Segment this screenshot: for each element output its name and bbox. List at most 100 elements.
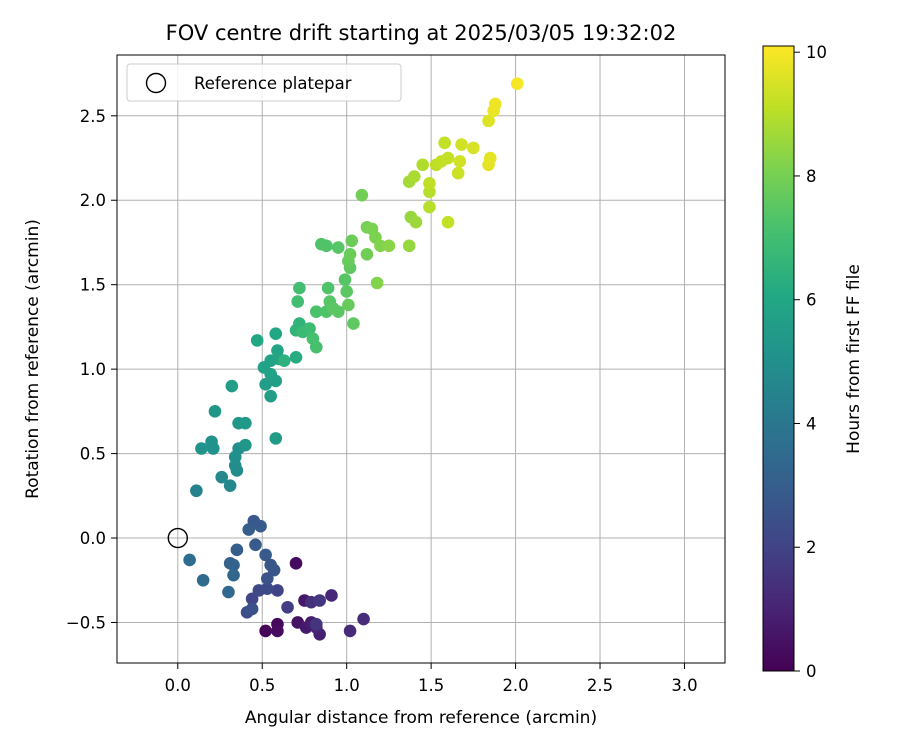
data-point <box>309 617 323 631</box>
data-point <box>451 166 465 180</box>
x-tick-label: 2.0 <box>502 676 528 695</box>
data-point <box>291 295 305 308</box>
data-point <box>455 138 468 151</box>
data-point <box>264 558 277 572</box>
data-point <box>331 305 345 319</box>
grid-lines <box>117 55 725 663</box>
data-point <box>360 247 374 261</box>
data-point <box>489 97 502 111</box>
data-point <box>289 557 303 570</box>
colorbar-ticks: 0 2 4 6 8 10 <box>794 43 827 681</box>
data-point <box>281 600 294 614</box>
data-point <box>269 327 283 340</box>
data-point <box>205 435 218 449</box>
data-point <box>223 557 237 570</box>
axis-ticks: 0.0 0.5 1.0 1.5 2.0 2.5 3.0 −0.5 0.0 0.5 1.0 1.5 2.0… <box>66 107 698 695</box>
data-point <box>259 378 272 391</box>
data-point <box>441 151 455 165</box>
data-point <box>409 215 423 229</box>
data-point <box>357 612 370 626</box>
data-point <box>483 151 497 165</box>
data-point <box>309 305 323 319</box>
data-point <box>223 479 237 492</box>
data-point <box>423 177 436 190</box>
data-point <box>293 281 306 295</box>
data-points <box>183 77 524 641</box>
data-point <box>309 340 323 354</box>
data-point <box>320 239 333 253</box>
data-point <box>195 442 208 455</box>
colorbar-tick-label: 10 <box>806 43 827 62</box>
data-point <box>423 200 436 214</box>
x-tick-label: 3.0 <box>671 676 697 695</box>
data-point <box>196 573 210 587</box>
data-point <box>482 114 495 128</box>
x-tick-label: 0.0 <box>165 676 191 695</box>
data-point <box>227 568 240 582</box>
legend-label: Reference platepar <box>194 74 352 93</box>
y-tick-label: 0.5 <box>80 445 106 464</box>
data-point <box>264 389 277 403</box>
data-point <box>271 584 284 597</box>
data-point <box>259 548 272 562</box>
data-point <box>402 239 416 253</box>
data-point <box>438 136 451 150</box>
y-tick-label: 2.5 <box>80 107 106 126</box>
data-point <box>325 589 338 602</box>
colorbar-label: Hours from first FF file <box>844 264 864 454</box>
data-point <box>277 354 291 367</box>
data-point <box>271 344 284 357</box>
data-point <box>453 155 467 168</box>
data-point <box>347 317 360 330</box>
y-tick-label: 2.0 <box>80 191 106 210</box>
data-point <box>230 543 244 557</box>
data-point <box>416 158 429 172</box>
data-point <box>190 484 203 498</box>
data-point <box>303 322 316 335</box>
x-tick-label: 1.0 <box>334 676 360 695</box>
colorbar-tick-label: 0 <box>806 662 817 681</box>
data-point <box>222 585 235 599</box>
y-tick-label: 0.0 <box>80 529 106 548</box>
data-point <box>239 438 252 452</box>
data-point <box>510 77 524 91</box>
colorbar-tick-label: 4 <box>806 414 817 433</box>
data-point <box>261 572 274 585</box>
x-tick-label: 2.5 <box>587 676 613 695</box>
plot-frame <box>116 54 726 664</box>
data-point <box>249 538 262 552</box>
data-point <box>245 602 259 616</box>
data-point <box>355 188 369 202</box>
data-point <box>338 273 352 286</box>
x-axis-label: Angular distance from reference (arcmin) <box>245 708 597 728</box>
y-tick-label: 1.0 <box>80 360 106 379</box>
data-point <box>343 247 357 261</box>
data-point <box>254 519 267 533</box>
data-point <box>208 405 222 418</box>
data-point <box>183 553 196 567</box>
data-point <box>225 379 239 393</box>
legend: Reference platepar <box>126 63 402 102</box>
data-point <box>261 582 274 595</box>
data-point <box>289 351 303 364</box>
colorbar-tick-label: 2 <box>806 538 817 557</box>
data-point <box>259 624 272 638</box>
data-point <box>313 594 326 607</box>
x-tick-label: 1.5 <box>418 676 444 695</box>
chart-title: FOV centre drift starting at 2025/03/05 … <box>166 21 677 45</box>
data-point <box>250 334 264 347</box>
data-point <box>215 470 229 484</box>
x-tick-label: 0.5 <box>249 676 275 695</box>
data-point <box>343 624 357 638</box>
data-point <box>407 170 421 183</box>
data-point <box>370 276 384 290</box>
data-point <box>331 241 345 254</box>
colorbar: 0 2 4 6 8 10 Hours from first FF file <box>762 43 864 681</box>
reference-platepar-marker <box>167 527 189 549</box>
y-tick-label: −0.5 <box>66 613 106 632</box>
colorbar-tick-label: 6 <box>806 291 817 310</box>
data-point <box>382 239 396 253</box>
data-point <box>441 215 455 229</box>
data-point <box>271 624 284 638</box>
